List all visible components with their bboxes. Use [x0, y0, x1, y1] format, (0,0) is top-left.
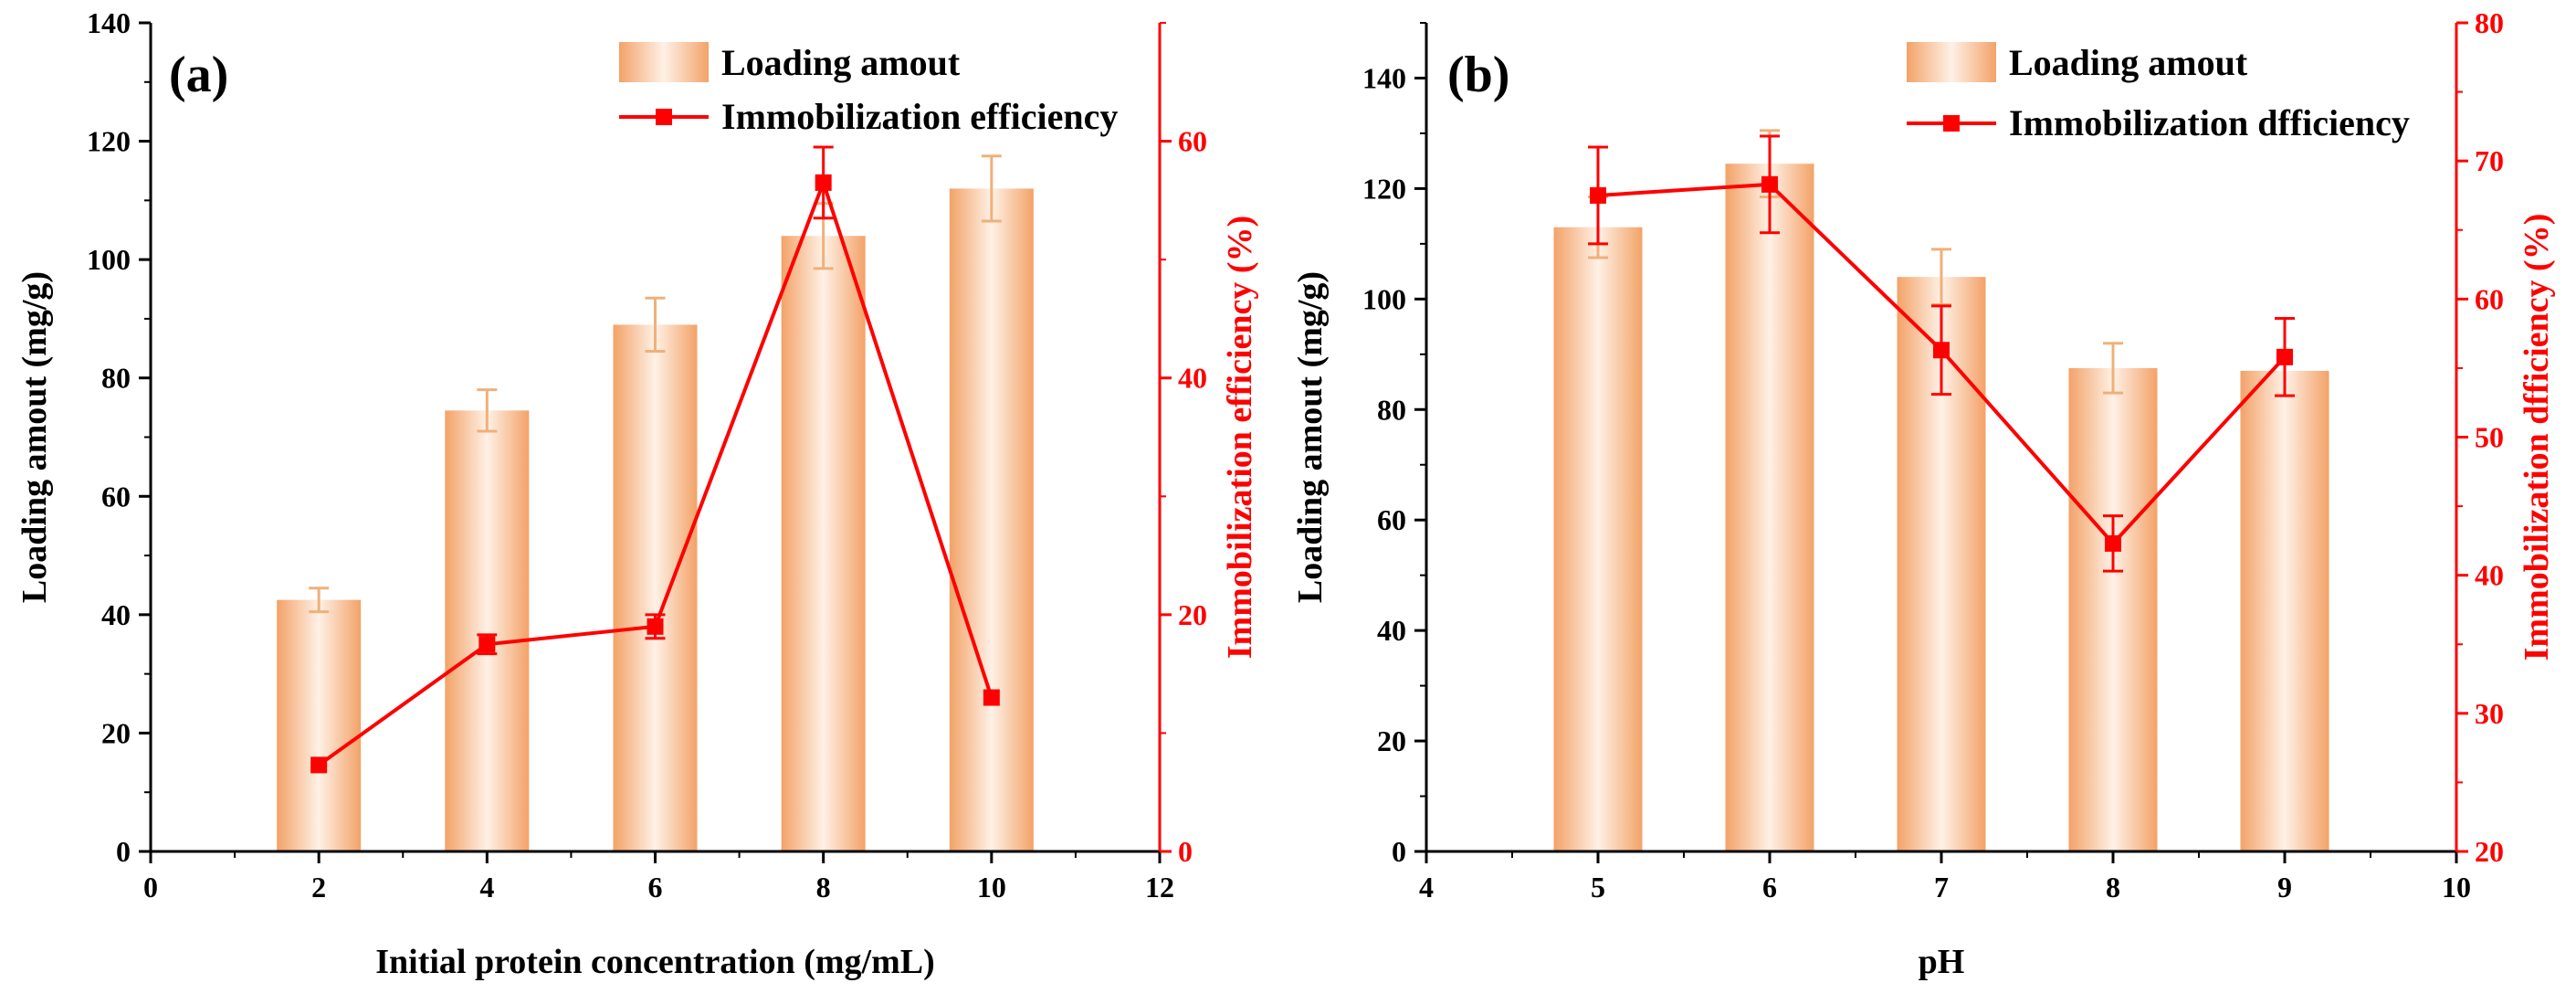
y-tick-label: 60: [1377, 503, 1406, 536]
efficiency-point: [983, 689, 1000, 706]
x-tick-label: 12: [1145, 871, 1174, 904]
x-tick-label: 5: [1591, 871, 1605, 904]
panel-label: (b): [1447, 47, 1509, 103]
bar-error-bar: [2103, 342, 2123, 395]
y-tick-label: 0: [1392, 835, 1406, 868]
bar-error-bar: [981, 154, 1002, 223]
x-tick-label: 10: [2442, 871, 2471, 904]
bar: [1725, 164, 1814, 851]
bar-error-bar: [1931, 248, 1951, 306]
y-tick-label: 40: [1377, 614, 1406, 647]
y2-tick-label: 70: [2475, 144, 2504, 177]
panel-label: (a): [169, 47, 228, 103]
bar: [277, 599, 362, 851]
legend-bar-swatch: [619, 42, 709, 82]
y-axis-title: Loading amout (mg/g): [16, 271, 54, 603]
bar: [2240, 370, 2329, 851]
y-tick-label: 40: [101, 598, 131, 631]
efficiency-point: [310, 756, 328, 774]
legend-label-bar: Loading amout: [721, 42, 961, 83]
y-tick-label: 100: [1362, 282, 1406, 315]
y2-tick-label: 30: [2475, 697, 2504, 730]
legend-label-line: Immobilization efficiency: [721, 96, 1118, 137]
efficiency-point: [1933, 342, 1950, 359]
panel-b: 4 5 6 7 8 9 1002040608010012014020304050607080…: [1291, 6, 2556, 981]
x-tick-label: 8: [816, 871, 831, 904]
bar: [781, 236, 866, 851]
y-tick-label: 80: [1377, 393, 1406, 426]
x-tick-label: 6: [1762, 871, 1777, 904]
x-tick-label: 4: [479, 871, 494, 904]
legend-label-bar: Loading amout: [2009, 42, 2248, 83]
x-tick-label: 4: [1419, 871, 1434, 904]
y2-tick-label: 20: [2475, 835, 2504, 868]
y-tick-label: 140: [87, 6, 131, 39]
y2-tick-label: 80: [2475, 6, 2504, 39]
y-tick-label: 100: [87, 243, 131, 276]
x-tick-label: 6: [648, 871, 663, 904]
bar: [1553, 227, 1643, 851]
y2-tick-label: 0: [1178, 835, 1193, 868]
bar-error-bar: [309, 587, 330, 614]
y2-tick-label: 20: [1178, 598, 1207, 631]
y-tick-label: 20: [1377, 724, 1406, 757]
y2-tick-label: 50: [2475, 421, 2504, 454]
y2-tick-label: 60: [2475, 282, 2504, 315]
y2-tick-label: 60: [1178, 125, 1207, 158]
y2-axis-title: Immobilization efficiency (%): [1221, 216, 1259, 659]
legend-bar-swatch: [1907, 42, 1996, 82]
panel-a: 0 2 4 6 8 10 120204060801001201400204060Initia…: [16, 6, 1259, 981]
y-tick-label: 0: [116, 835, 131, 868]
x-tick-label: 2: [311, 871, 326, 904]
efficiency-point: [1761, 175, 1778, 193]
y-tick-label: 140: [1362, 61, 1406, 94]
legend-line-marker: [1943, 115, 1960, 132]
x-tick-label: 7: [1934, 871, 1949, 904]
y-tick-label: 80: [101, 362, 131, 395]
bar: [949, 188, 1034, 851]
y-tick-label: 120: [1362, 172, 1406, 205]
efficiency-point: [2276, 348, 2293, 365]
y2-tick-label: 40: [1178, 362, 1207, 395]
x-tick-label: 8: [2106, 871, 2120, 904]
y-tick-label: 20: [101, 716, 131, 749]
bar-error-bar: [645, 296, 666, 354]
x-tick-label: 0: [143, 871, 158, 904]
bar: [613, 324, 698, 852]
y-axis-title: Loading amout (mg/g): [1291, 271, 1330, 603]
bar: [445, 410, 530, 851]
x-tick-label: 9: [2277, 871, 2292, 904]
bar-error-bar: [477, 388, 498, 433]
efficiency-point: [815, 174, 832, 191]
legend-line-marker: [656, 109, 672, 125]
x-axis-title: Initial protein concentration (mg/mL): [375, 943, 935, 981]
x-tick-label: 10: [977, 871, 1006, 904]
y2-tick-label: 40: [2475, 559, 2504, 592]
y-tick-label: 120: [87, 125, 131, 158]
efficiency-point: [1590, 186, 1606, 204]
x-axis-title: pH: [1919, 943, 1965, 981]
efficiency-point: [647, 618, 664, 635]
efficiency-point: [478, 636, 496, 653]
efficiency-point: [2105, 534, 2121, 552]
legend-label-line: Immobilization dfficiency: [2009, 102, 2410, 143]
y-tick-label: 60: [101, 480, 131, 513]
bar: [2068, 367, 2158, 852]
y2-axis-title: Immobilization dfficiency (%): [2518, 214, 2556, 661]
